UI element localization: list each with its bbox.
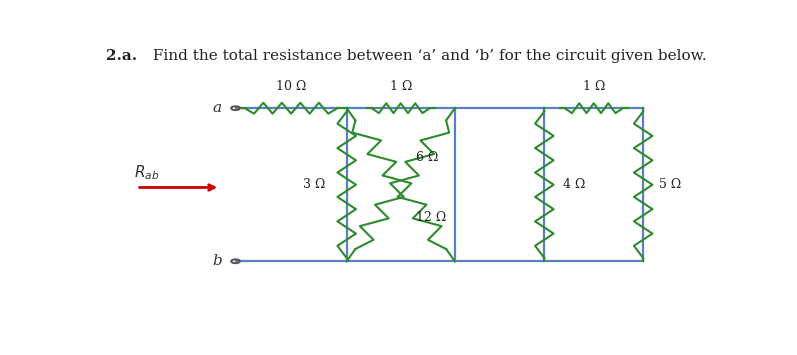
Text: 10 Ω: 10 Ω	[276, 80, 306, 93]
Text: $R_{ab}$: $R_{ab}$	[134, 163, 159, 182]
Text: 1 Ω: 1 Ω	[390, 80, 412, 93]
Text: a: a	[213, 101, 222, 115]
Text: 3 Ω: 3 Ω	[303, 178, 325, 191]
Text: b: b	[212, 254, 222, 268]
Text: Find the total resistance between ‘a’ and ‘b’ for the circuit given below.: Find the total resistance between ‘a’ an…	[147, 49, 706, 64]
Text: 4 Ω: 4 Ω	[563, 178, 585, 191]
Text: 1 Ω: 1 Ω	[583, 80, 605, 93]
Text: 5 Ω: 5 Ω	[658, 178, 681, 191]
Text: 2.a.: 2.a.	[106, 49, 137, 64]
Text: 12 Ω: 12 Ω	[416, 211, 446, 224]
Text: 6 Ω: 6 Ω	[416, 151, 438, 164]
